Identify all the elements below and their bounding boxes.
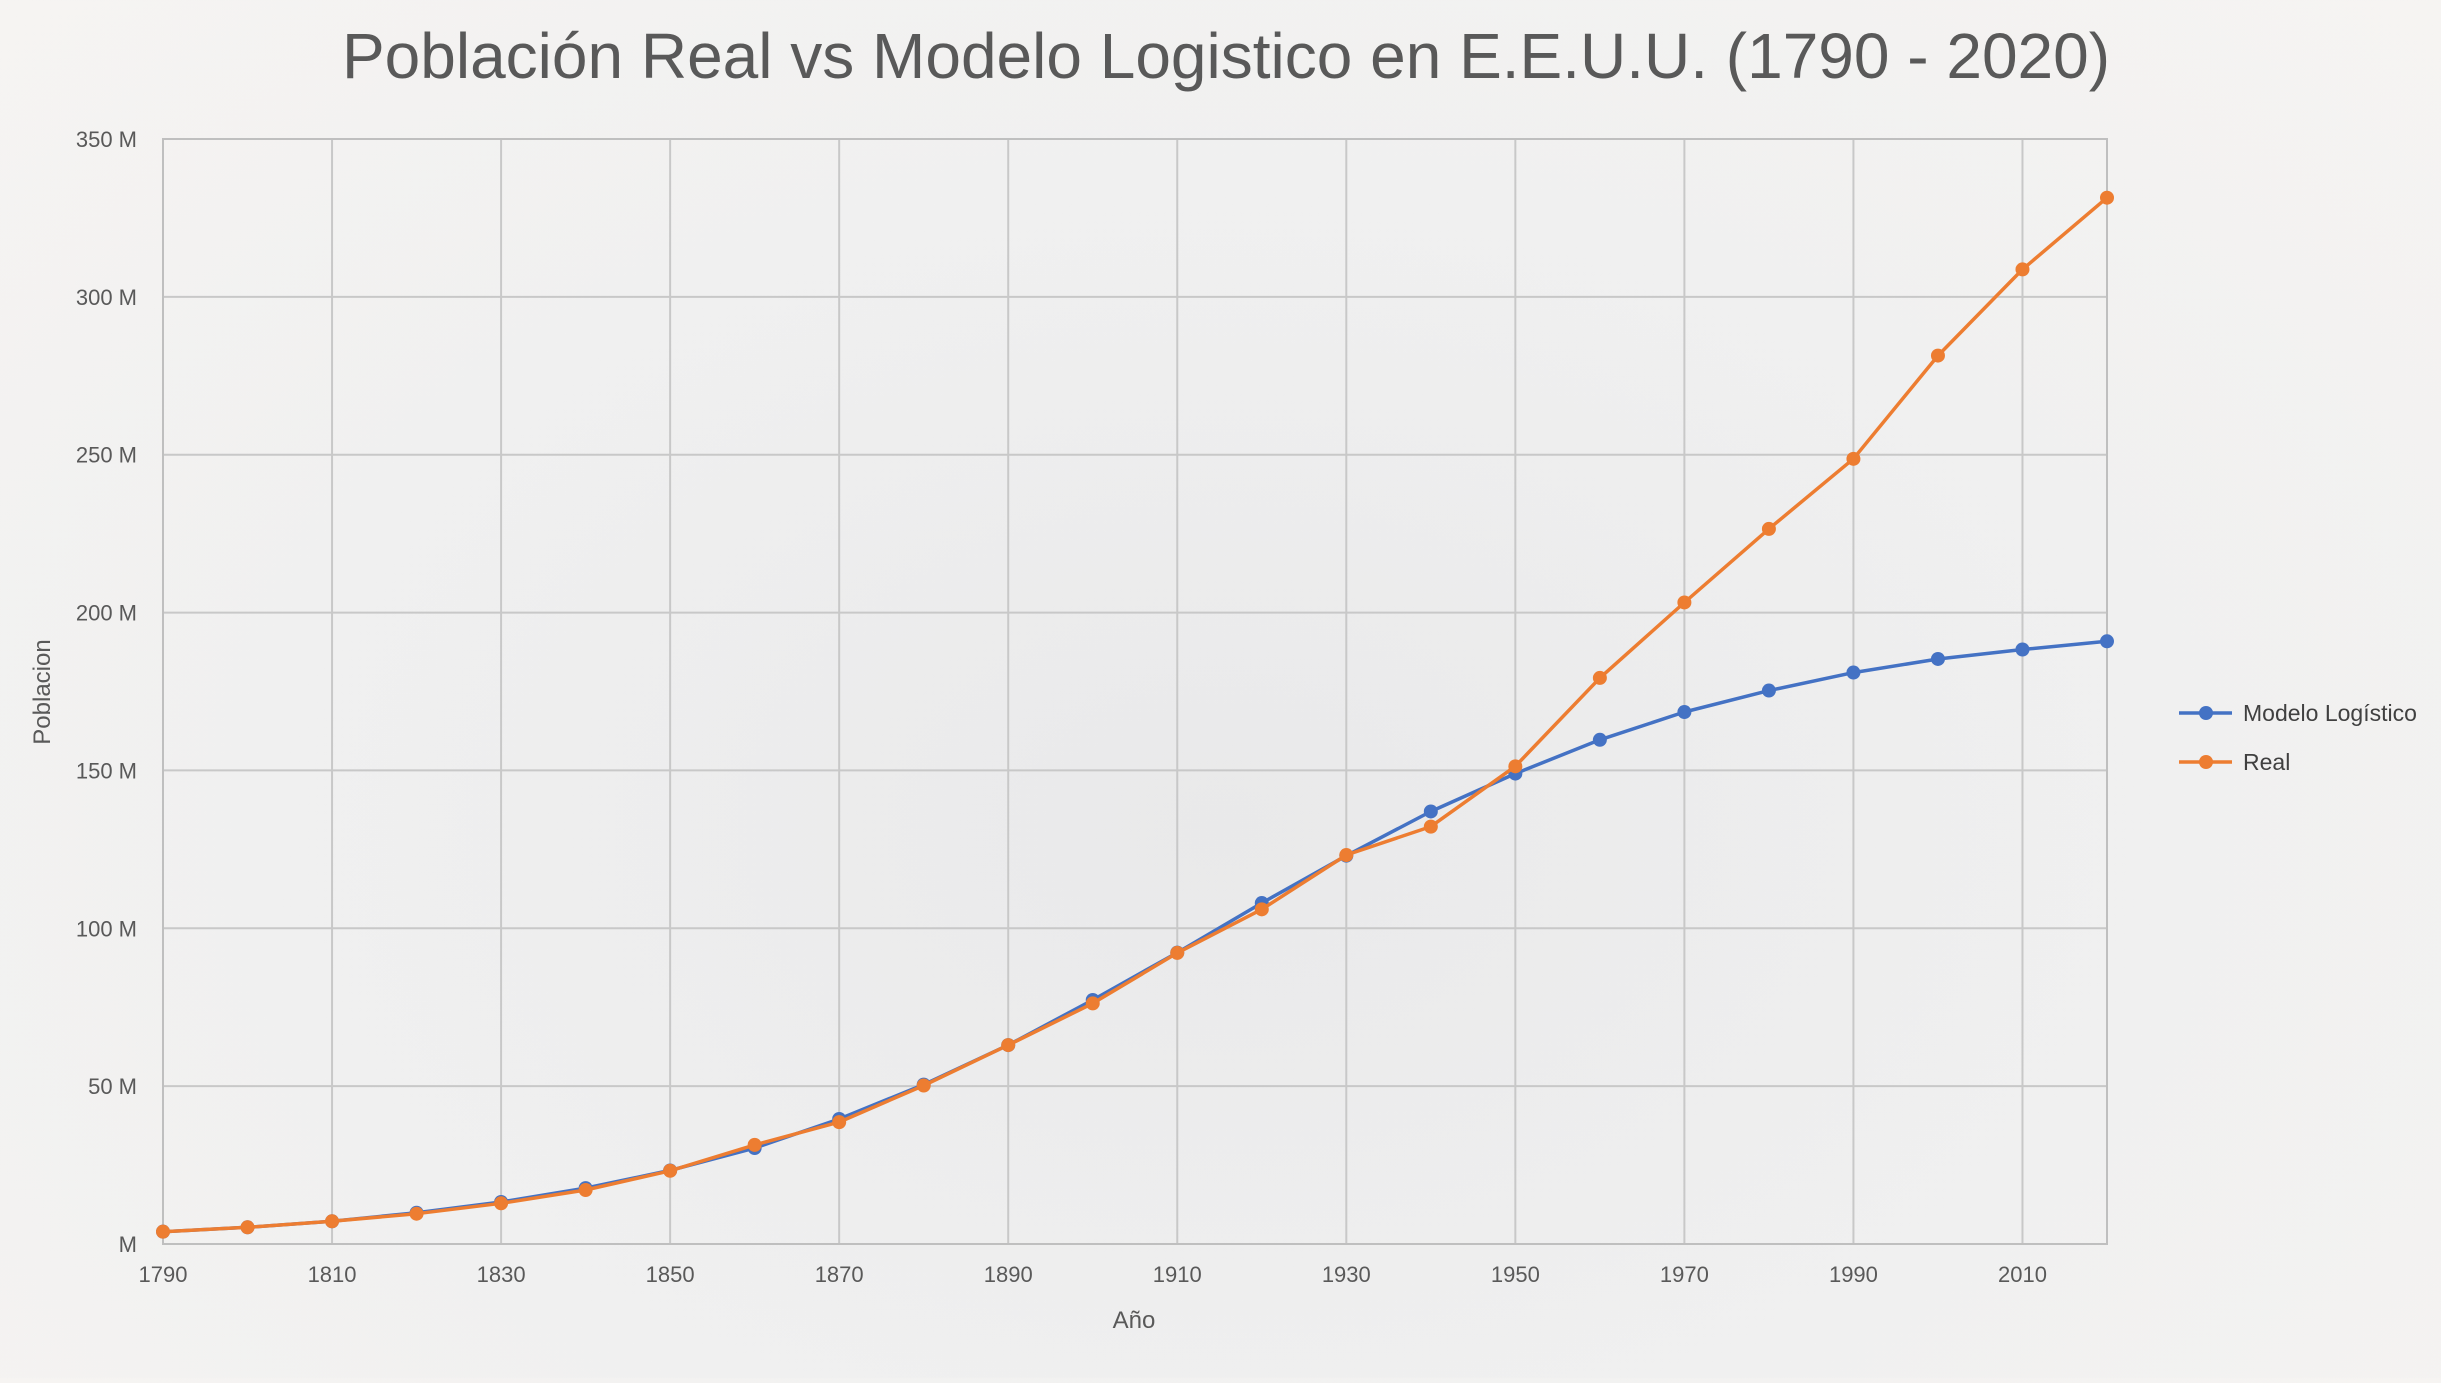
series-lines (156, 190, 2114, 1239)
data-point (832, 1115, 847, 1130)
data-point (325, 1214, 340, 1229)
y-axis-title: Poblacion (29, 639, 56, 744)
data-point (1085, 996, 1100, 1011)
data-point (1846, 665, 1861, 680)
data-point (1423, 804, 1438, 819)
x-tick-label: 1790 (139, 1262, 188, 1287)
data-point (916, 1078, 931, 1093)
data-point (1592, 732, 1607, 747)
x-tick-label: 1890 (984, 1262, 1033, 1287)
plot-border (162, 138, 2108, 1245)
x-tick-label: 1910 (1153, 1262, 1202, 1287)
x-axis-ticks: 1790 1810 1830 1850 1870 1890 1910 1930 1950 1970… (139, 1262, 2047, 1287)
data-point (1170, 945, 1185, 960)
data-point (1254, 902, 1269, 917)
y-tick-label: 300 M (76, 285, 137, 310)
data-point (1001, 1038, 1016, 1053)
data-point (1423, 819, 1438, 834)
y-tick-label: 200 M (76, 601, 137, 626)
x-tick-label: 1870 (815, 1262, 864, 1287)
data-point (494, 1196, 509, 1211)
y-tick-label: 350 M (76, 127, 137, 152)
gridlines (163, 138, 2107, 1244)
x-axis-title: Año (1113, 1307, 1156, 1334)
data-point (747, 1137, 762, 1152)
y-tick-label: M (119, 1232, 137, 1257)
data-point (240, 1220, 255, 1235)
data-point (2015, 262, 2030, 277)
legend-label: Real (2243, 749, 2290, 775)
y-tick-label: 50 M (88, 1074, 137, 1099)
x-tick-label: 2010 (1998, 1262, 2047, 1287)
x-tick-label: 1930 (1322, 1262, 1371, 1287)
x-tick-label: 1950 (1491, 1262, 1540, 1287)
series-real (156, 190, 2114, 1239)
legend-label: Modelo Logístico (2243, 700, 2417, 726)
data-point (156, 1224, 170, 1239)
data-point (663, 1163, 678, 1178)
data-point (1339, 848, 1354, 863)
y-tick-label: 100 M (76, 916, 137, 941)
legend-item: Modelo Logístico (2179, 700, 2417, 726)
series-modelo-logistico (156, 634, 2114, 1239)
y-tick-label: 250 M (76, 443, 137, 468)
x-tick-label: 1990 (1829, 1262, 1878, 1287)
x-tick-label: 1850 (646, 1262, 695, 1287)
legend-item: Real (2179, 749, 2290, 775)
data-point (2100, 634, 2114, 649)
chart-title: Población Real vs Modelo Logistico en E.… (342, 20, 2110, 92)
legend-marker (2199, 706, 2213, 720)
data-point (1761, 683, 1776, 698)
data-point (578, 1183, 593, 1198)
data-point (409, 1206, 424, 1221)
data-point (1677, 595, 1692, 610)
data-point (2015, 642, 2030, 657)
data-point (1677, 705, 1692, 720)
series-line (162, 196, 2109, 1234)
legend-marker (2199, 755, 2213, 769)
data-point (2100, 190, 2114, 205)
data-point (1508, 759, 1523, 774)
data-point (1930, 651, 1945, 666)
data-point (1592, 670, 1607, 685)
data-point (1846, 451, 1861, 466)
data-point (1930, 348, 1945, 363)
legend: Modelo Logístico Real (2179, 700, 2417, 775)
x-tick-label: 1830 (477, 1262, 526, 1287)
y-axis-ticks: M 50 M 100 M 150 M 200 M 250 M 300 M 350 M (76, 127, 137, 1257)
y-tick-label: 150 M (76, 758, 137, 783)
x-tick-label: 1810 (308, 1262, 357, 1287)
series-line (162, 639, 2108, 1234)
plot-frame (162, 138, 2108, 1245)
x-tick-label: 1970 (1660, 1262, 1709, 1287)
data-point (1761, 521, 1776, 536)
